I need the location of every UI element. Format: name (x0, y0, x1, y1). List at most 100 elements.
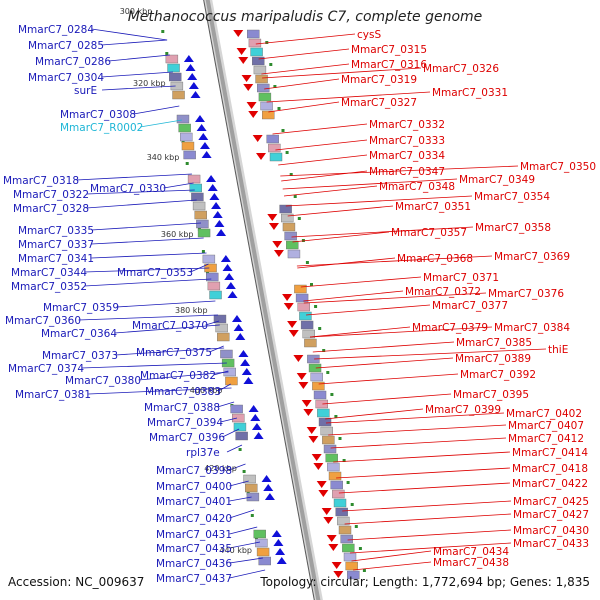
left-gene-label[interactable]: surE (74, 85, 97, 97)
left-gene-label[interactable]: MmarC7_0318 (3, 175, 79, 187)
forward-gene-arrow (241, 368, 252, 375)
right-gene-label[interactable]: MmarC7_0376 (488, 288, 564, 300)
right-gene-label[interactable]: MmarC7_0438 (433, 557, 509, 569)
right-gene-label[interactable]: MmarC7_0350 (520, 161, 596, 173)
right-gene-label[interactable]: MmarC7_0422 (512, 478, 588, 490)
left-gene-label[interactable]: MmarC7_R0002 (60, 122, 143, 134)
right-gene-label[interactable]: MmarC7_0427 (513, 509, 589, 521)
right-gene-label[interactable]: MmarC7_0316 (351, 59, 427, 71)
reverse-gene-arrow (296, 373, 307, 380)
forward-gene-arrow (240, 359, 251, 366)
feature-box (248, 38, 262, 48)
right-gene-label[interactable]: MmarC7_0319 (341, 74, 417, 86)
right-gene-label[interactable]: MmarC7_0369 (494, 251, 570, 263)
right-gene-label[interactable]: MmarC7_0348 (379, 181, 455, 193)
left-gene-label[interactable]: MmarC7_0353 (117, 267, 193, 279)
right-gene-label[interactable]: MmarC7_0326 (423, 63, 499, 75)
right-gene-label[interactable]: MmarC7_0372 (405, 286, 481, 298)
kbp-tick-label: 420 kbp (204, 464, 237, 473)
right-gene-label[interactable]: MmarC7_0351 (395, 201, 471, 213)
right-gene-label[interactable]: MmarC7_0430 (513, 525, 589, 537)
right-gene-label[interactable]: thiE (548, 344, 568, 356)
left-leader-line (205, 320, 220, 326)
forward-gene-arrow (185, 64, 196, 71)
right-gene-label[interactable]: MmarC7_0333 (369, 135, 445, 147)
left-leader-line (190, 263, 209, 273)
left-gene-label[interactable]: MmarC7_0370 (132, 320, 208, 332)
left-gene-label[interactable]: MmarC7_0383 (145, 386, 221, 398)
left-gene-label[interactable]: MmarC7_0388 (144, 402, 220, 414)
left-gene-label[interactable]: MmarC7_0373 (42, 350, 118, 362)
right-gene-label[interactable]: MmarC7_0354 (474, 191, 550, 203)
right-gene-label[interactable]: MmarC7_0389 (455, 353, 531, 365)
right-gene-label[interactable]: MmarC7_0371 (423, 272, 499, 284)
right-gene-label[interactable]: MmarC7_0412 (508, 433, 584, 445)
right-gene-label[interactable]: MmarC7_0384 (494, 322, 570, 334)
reverse-gene-arrow (316, 481, 327, 488)
right-gene-label[interactable]: MmarC7_0332 (369, 119, 445, 131)
left-gene-label[interactable]: MmarC7_0374 (8, 363, 84, 375)
left-gene-label[interactable]: MmarC7_0304 (28, 72, 104, 84)
right-gene-label[interactable]: MmarC7_0399 (425, 404, 501, 416)
left-gene-label[interactable]: MmarC7_0344 (11, 267, 87, 279)
left-gene-label[interactable]: MmarC7_0330 (90, 183, 166, 195)
right-gene-label[interactable]: MmarC7_0392 (460, 369, 536, 381)
left-gene-label[interactable]: MmarC7_0335 (18, 225, 94, 237)
left-gene-label[interactable]: MmarC7_0360 (5, 315, 81, 327)
right-gene-label[interactable]: MmarC7_0379 (412, 322, 488, 334)
left-gene-label[interactable]: MmarC7_0382 (140, 370, 216, 382)
left-gene-label[interactable]: MmarC7_0437 (156, 573, 232, 585)
right-gene-label[interactable]: MmarC7_0368 (397, 253, 473, 265)
right-gene-label[interactable]: MmarC7_0407 (508, 420, 584, 432)
left-gene-label[interactable]: MmarC7_0420 (156, 513, 232, 525)
right-gene-label[interactable]: MmarC7_0414 (512, 447, 588, 459)
right-gene-label[interactable]: MmarC7_0385 (456, 337, 532, 349)
left-gene-label[interactable]: MmarC7_0381 (15, 389, 91, 401)
left-gene-label[interactable]: MmarC7_0400 (156, 481, 232, 493)
left-gene-label[interactable]: MmarC7_0337 (18, 239, 94, 251)
right-gene-label[interactable]: MmarC7_0425 (513, 496, 589, 508)
left-gene-label[interactable]: MmarC7_0431 (156, 529, 232, 541)
right-gene-label[interactable]: MmarC7_0327 (341, 97, 417, 109)
left-gene-label[interactable]: MmarC7_0396 (149, 432, 225, 444)
feature-box (300, 320, 314, 330)
left-gene-label[interactable]: MmarC7_0380 (65, 375, 141, 387)
right-gene-label[interactable]: MmarC7_0434 (433, 546, 509, 558)
left-gene-label[interactable]: MmarC7_0401 (156, 496, 232, 508)
right-gene-label[interactable]: MmarC7_0402 (506, 408, 582, 420)
left-gene-label[interactable]: rpl37e (186, 447, 220, 459)
right-gene-label[interactable]: MmarC7_0334 (369, 150, 445, 162)
right-leader-line (328, 424, 507, 436)
reverse-gene-arrow (298, 382, 309, 389)
left-leader-line (81, 362, 227, 369)
left-gene-label[interactable]: MmarC7_0359 (43, 302, 119, 314)
right-gene-label[interactable]: MmarC7_0357 (391, 227, 467, 239)
right-gene-label[interactable]: MmarC7_0331 (432, 87, 508, 99)
left-gene-label[interactable]: MmarC7_0322 (13, 189, 89, 201)
left-gene-label[interactable]: MmarC7_0435 (156, 543, 232, 555)
right-gene-label[interactable]: MmarC7_0347 (369, 166, 445, 178)
right-gene-label[interactable]: MmarC7_0315 (351, 44, 427, 56)
left-gene-label[interactable]: MmarC7_0341 (18, 253, 94, 265)
left-gene-label[interactable]: MmarC7_0285 (28, 40, 104, 52)
right-gene-label[interactable]: MmarC7_0377 (432, 300, 508, 312)
left-gene-label[interactable]: MmarC7_0394 (147, 417, 223, 429)
left-gene-label[interactable]: MmarC7_0364 (41, 328, 117, 340)
right-gene-label[interactable]: MmarC7_0433 (513, 538, 589, 550)
left-gene-label[interactable]: MmarC7_0328 (13, 203, 89, 215)
left-gene-label[interactable]: MmarC7_0308 (60, 109, 136, 121)
left-gene-label[interactable]: MmarC7_0436 (156, 558, 232, 570)
tick-dot (297, 217, 301, 220)
right-gene-label[interactable]: MmarC7_0358 (475, 222, 551, 234)
right-gene-label[interactable]: MmarC7_0395 (453, 389, 529, 401)
feature-box (322, 435, 335, 445)
left-gene-label[interactable]: MmarC7_0398 (156, 465, 232, 477)
left-gene-label[interactable]: MmarC7_0352 (11, 281, 87, 293)
left-gene-label[interactable]: MmarC7_0375 (136, 347, 212, 359)
right-gene-label[interactable]: MmarC7_0349 (459, 174, 535, 186)
right-gene-label[interactable]: cysS (357, 29, 381, 41)
right-gene-label[interactable]: MmarC7_0418 (512, 463, 588, 475)
left-gene-label[interactable]: MmarC7_0284 (18, 24, 94, 36)
left-gene-label[interactable]: MmarC7_0286 (35, 56, 111, 68)
reverse-gene-arrow (273, 250, 284, 257)
